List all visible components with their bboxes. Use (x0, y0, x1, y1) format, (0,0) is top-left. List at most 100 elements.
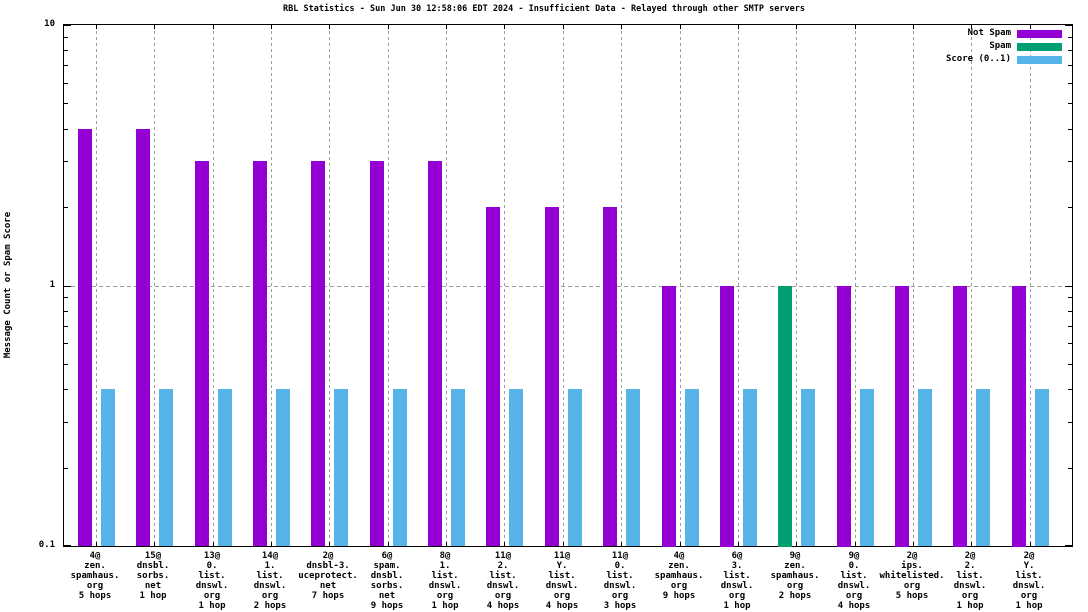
x-category-label: 2@ Y. list. dnswl. org 1 hop (1012, 551, 1046, 611)
x-category-label: 2@ 2. list. dnswl. org 1 hop (953, 551, 987, 611)
x-tick-mark (855, 542, 856, 546)
x-tick-mark (738, 25, 739, 29)
x-tick-mark (563, 25, 564, 29)
gridline-vertical (562, 25, 564, 546)
x-tick-mark (971, 25, 972, 29)
y-minor-tick-mark (64, 326, 68, 327)
y-tick-label: 1 (49, 279, 55, 290)
gridline-vertical (387, 25, 389, 546)
x-tick-mark (855, 25, 856, 29)
bar-score (860, 389, 874, 546)
legend-label: Score (0..1) (945, 54, 1011, 64)
y-minor-tick-mark (1068, 37, 1072, 38)
y-major-tick-mark (1065, 286, 1072, 287)
y-minor-tick-mark (64, 422, 68, 423)
gridline-vertical (796, 25, 798, 546)
x-tick-mark (680, 542, 681, 546)
x-tick-mark (213, 25, 214, 29)
y-minor-tick-mark (64, 311, 68, 312)
y-tick-label: 10 (44, 19, 55, 29)
x-category-label: 11@ Y. list. dnswl. org 4 hops (545, 551, 579, 611)
gridline-vertical (271, 25, 273, 546)
y-minor-tick-mark (64, 83, 68, 84)
y-minor-tick-mark (64, 37, 68, 38)
gridline-vertical (446, 25, 448, 546)
gridline-horizontal (64, 286, 1072, 287)
y-minor-tick-mark (64, 297, 68, 298)
bar-not-spam (370, 161, 384, 546)
y-minor-tick-mark (1068, 207, 1072, 208)
bar-not-spam (78, 129, 92, 546)
x-tick-mark (154, 25, 155, 29)
bar-score (743, 389, 757, 546)
gridline-vertical (912, 25, 914, 546)
bar-not-spam (253, 161, 267, 546)
bar-score (1035, 389, 1049, 546)
x-category-label: 6@ 3. list. dnswl. org 1 hop (720, 551, 754, 611)
y-minor-tick-mark (64, 343, 68, 344)
gridline-vertical (329, 25, 331, 546)
y-minor-tick-mark (1068, 311, 1072, 312)
bar-score (626, 389, 640, 546)
x-category-label: 11@ 2. list. dnswl. org 4 hops (486, 551, 520, 611)
x-tick-mark (213, 542, 214, 546)
legend-label: Spam (989, 41, 1011, 51)
x-category-label: 4@ zen. spamhaus. org 5 hops (70, 551, 120, 601)
legend-swatch-score-0-1- (1017, 55, 1062, 64)
x-tick-mark (621, 25, 622, 29)
x-category-label: 2@ dnsbl-3. uceprotect. net 7 hops (298, 551, 358, 601)
y-major-tick-mark (64, 286, 71, 287)
bar-score (918, 389, 932, 546)
x-category-label: 13@ 0. list. dnswl. org 1 hop (195, 551, 229, 611)
legend-row: Spam (946, 40, 1062, 53)
bar-not-spam (136, 129, 150, 546)
bar-not-spam (486, 207, 500, 546)
y-minor-tick-mark (1068, 364, 1072, 365)
y-minor-tick-mark (64, 103, 68, 104)
x-tick-mark (329, 25, 330, 29)
x-tick-mark (271, 542, 272, 546)
bar-score (976, 389, 990, 546)
x-tick-mark (621, 542, 622, 546)
plot-area (63, 24, 1073, 547)
x-tick-mark (913, 25, 914, 29)
y-major-tick-mark (1065, 25, 1072, 26)
x-tick-mark (154, 542, 155, 546)
bar-not-spam (895, 286, 909, 547)
y-minor-tick-mark (64, 389, 68, 390)
gridline-vertical (504, 25, 506, 546)
bar-not-spam (195, 161, 209, 546)
x-category-label: 15@ dnsbl. sorbs. net 1 hop (136, 551, 170, 601)
gridline-vertical (1029, 25, 1031, 546)
legend-row: Not Spam (946, 27, 1062, 40)
x-tick-mark (504, 542, 505, 546)
x-tick-mark (913, 542, 914, 546)
bar-score (218, 389, 232, 546)
legend: Not Spam Spam Score (0..1) (946, 27, 1062, 66)
x-tick-mark (738, 542, 739, 546)
x-tick-mark (96, 25, 97, 29)
y-minor-tick-mark (64, 468, 68, 469)
x-tick-mark (796, 25, 797, 29)
bar-score (568, 389, 582, 546)
y-minor-tick-mark (64, 65, 68, 66)
gridline-vertical (679, 25, 681, 546)
y-minor-tick-mark (1068, 326, 1072, 327)
x-category-label: 9@ 0. list. dnswl. org 4 hops (837, 551, 871, 611)
x-tick-mark (388, 25, 389, 29)
gridline-vertical (621, 25, 623, 546)
x-category-label: 14@ 1. list. dnswl. org 2 hops (253, 551, 287, 611)
x-tick-mark (446, 25, 447, 29)
legend-row: Score (0..1) (946, 53, 1062, 66)
bar-score (276, 389, 290, 546)
x-tick-mark (388, 542, 389, 546)
y-minor-tick-mark (1068, 468, 1072, 469)
x-category-label: 11@ 0. list. dnswl. org 3 hops (603, 551, 637, 611)
x-tick-mark (563, 542, 564, 546)
bar-not-spam (720, 286, 734, 547)
chart-title: RBL Statistics - Sun Jun 30 12:58:06 EDT… (283, 4, 805, 14)
x-tick-mark (1030, 542, 1031, 546)
bar-score (159, 389, 173, 546)
legend-swatch-not-spam (1017, 29, 1062, 38)
y-minor-tick-mark (1068, 161, 1072, 162)
